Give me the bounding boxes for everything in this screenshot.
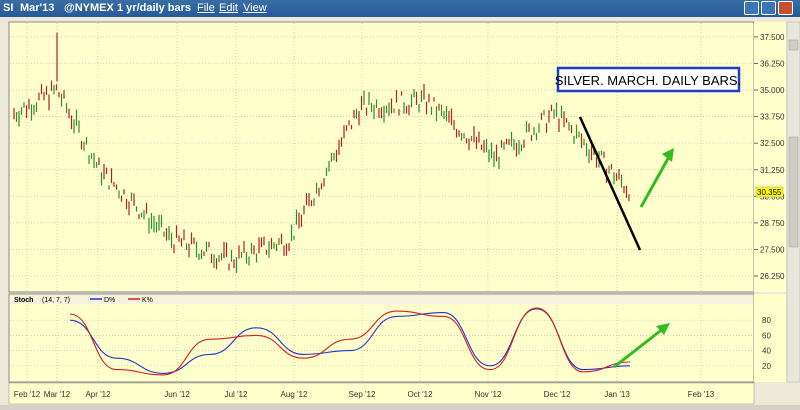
price-tick-label: 31.250: [760, 166, 785, 175]
price-tick-label: 36.250: [760, 59, 785, 68]
date-tick-label: Nov '12: [475, 390, 502, 399]
last-price-value: 30.355: [757, 188, 782, 197]
stoch-k-line: [69, 307, 631, 376]
exchange-label[interactable]: @NYMEX: [64, 2, 114, 14]
stoch-tick-label: 40: [762, 347, 771, 356]
close-icon[interactable]: [778, 1, 793, 15]
minimize-icon[interactable]: [744, 1, 759, 15]
contract-label[interactable]: Mar'13: [20, 2, 55, 14]
downtrend-line: [578, 116, 642, 251]
date-tick-label: Jul '12: [225, 390, 248, 399]
date-tick-label: Feb '12: [14, 390, 41, 399]
scroll-up-icon[interactable]: [788, 39, 799, 51]
stoch-up-arrow-icon: [613, 323, 670, 369]
price-tick-label: 35.000: [760, 86, 785, 95]
last-price-flag: [755, 186, 784, 198]
date-axis-ticks: Feb '12 Mar '12 Apr '12 Jun '12 Jul '12 Aug '…: [14, 390, 715, 399]
price-bars: [13, 32, 630, 273]
menu-file[interactable]: File: [197, 2, 215, 14]
price-axis: [754, 22, 786, 292]
stoch-axis-ticks: 80 60 40 20: [762, 316, 771, 371]
date-tick-label: Oct '12: [407, 390, 433, 399]
annotation-box: [556, 66, 741, 93]
menu-edit[interactable]: Edit: [219, 2, 238, 14]
price-tick-label: 37.500: [760, 33, 785, 42]
stoch-header: [10, 295, 753, 304]
title-bar: SI Mar'13 @NYMEX 1 yr/daily bars File Ed…: [0, 0, 800, 17]
stoch-tick-label: 20: [762, 362, 771, 371]
date-tick-label: Jan '13: [604, 390, 630, 399]
date-tick-label: Dec '12: [544, 390, 571, 399]
date-tick-label: Aug '12: [281, 390, 308, 399]
date-tick-label: Mar '12: [44, 390, 71, 399]
date-axis: [8, 382, 755, 405]
price-tick-label: 27.500: [760, 245, 785, 254]
stoch-params: (14, 7, 7): [42, 297, 70, 304]
symbol-label[interactable]: SI: [3, 2, 14, 14]
d-legend-label: D%: [104, 297, 115, 304]
stoch-tick-label: 60: [762, 331, 771, 340]
scroll-thumb[interactable]: [788, 136, 799, 248]
date-tick-label: Feb '13: [688, 390, 715, 399]
price-panel[interactable]: [8, 21, 755, 293]
chart-area: SILVER. MARCH. DAILY BARS. 37.500 36.250 3…: [0, 17, 800, 405]
stoch-lines: [69, 307, 631, 376]
maximize-icon[interactable]: [761, 1, 776, 15]
stoch-tick-label: 80: [762, 316, 771, 325]
stoch-grid: [10, 305, 754, 381]
date-tick-label: Sep '12: [349, 390, 376, 399]
period-label[interactable]: 1 yr/daily bars: [117, 2, 191, 14]
stoch-d-line: [69, 308, 631, 374]
annotation-text: SILVER. MARCH. DAILY BARS.: [555, 73, 741, 88]
date-tick-label: Jun '12: [164, 390, 190, 399]
price-chart-svg: SILVER. MARCH. DAILY BARS. 37.500 36.250 3…: [8, 21, 800, 405]
stoch-label: Stoch: [14, 297, 33, 304]
up-arrow-icon: [639, 148, 674, 208]
date-tick-label: Apr '12: [85, 390, 111, 399]
price-tick-label: 26.250: [760, 272, 785, 281]
stoch-axis: [754, 294, 786, 382]
price-tick-label: 32.500: [760, 139, 785, 148]
k-legend-label: K%: [142, 297, 153, 304]
menu-view[interactable]: View: [243, 2, 267, 14]
price-tick-label: 28.750: [760, 219, 785, 228]
price-tick-label: 33.750: [760, 113, 785, 122]
stoch-panel[interactable]: [8, 293, 755, 383]
